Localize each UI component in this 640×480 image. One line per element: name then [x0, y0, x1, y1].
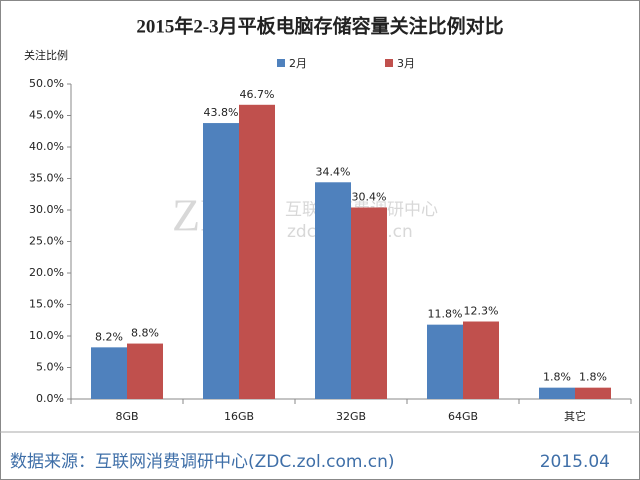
y-tick-label: 50.0% [29, 77, 64, 90]
x-tick-label: 32GB [336, 410, 366, 423]
date: 2015.04 [540, 452, 610, 472]
source: 数据来源：互联网消费调研中心(ZDC.zol.com.cn) [10, 452, 395, 472]
data-label: 34.4% [316, 165, 351, 178]
y-tick-label: 5.0% [36, 361, 64, 374]
x-tick-label: 64GB [448, 410, 478, 423]
chart-title: 2015年2-3月平板电脑存储容量关注比例对比 [136, 14, 503, 37]
y-tick-label: 0.0% [36, 392, 64, 405]
bar [315, 182, 351, 399]
bar [239, 104, 275, 399]
y-tick-label: 45.0% [29, 109, 64, 122]
data-label: 1.8% [579, 371, 607, 384]
legend-label: 3月 [397, 57, 415, 70]
y-tick-label: 30.0% [29, 203, 64, 216]
x-tick-label: 其它 [564, 409, 586, 423]
bar [351, 207, 387, 399]
x-tick-label: 8GB [115, 410, 138, 423]
bar [539, 387, 575, 399]
bar [427, 324, 463, 399]
data-label: 8.8% [131, 327, 159, 340]
y-tick-label: 25.0% [29, 235, 64, 248]
y-tick-label: 10.0% [29, 329, 64, 342]
bar [127, 343, 163, 399]
legend-swatch [385, 59, 393, 67]
bar [575, 387, 611, 399]
legend-label: 2月 [289, 57, 307, 70]
x-tick-label: 16GB [224, 410, 254, 423]
data-label: 30.4% [352, 190, 387, 203]
data-label: 43.8% [204, 106, 239, 119]
data-label: 46.7% [240, 88, 275, 101]
bar [463, 321, 499, 399]
bar [203, 123, 239, 399]
data-label: 11.8% [428, 308, 463, 321]
y-tick-label: 15.0% [29, 298, 64, 311]
y-tick-label: 40.0% [29, 140, 64, 153]
data-label: 8.2% [95, 330, 123, 343]
y-tick-label: 20.0% [29, 266, 64, 279]
data-label: 1.8% [543, 371, 571, 384]
bar [91, 347, 127, 399]
legend-swatch [277, 59, 285, 67]
y-axis-label: 关注比例 [24, 48, 68, 62]
y-tick-label: 35.0% [29, 172, 64, 185]
data-label: 12.3% [464, 305, 499, 318]
